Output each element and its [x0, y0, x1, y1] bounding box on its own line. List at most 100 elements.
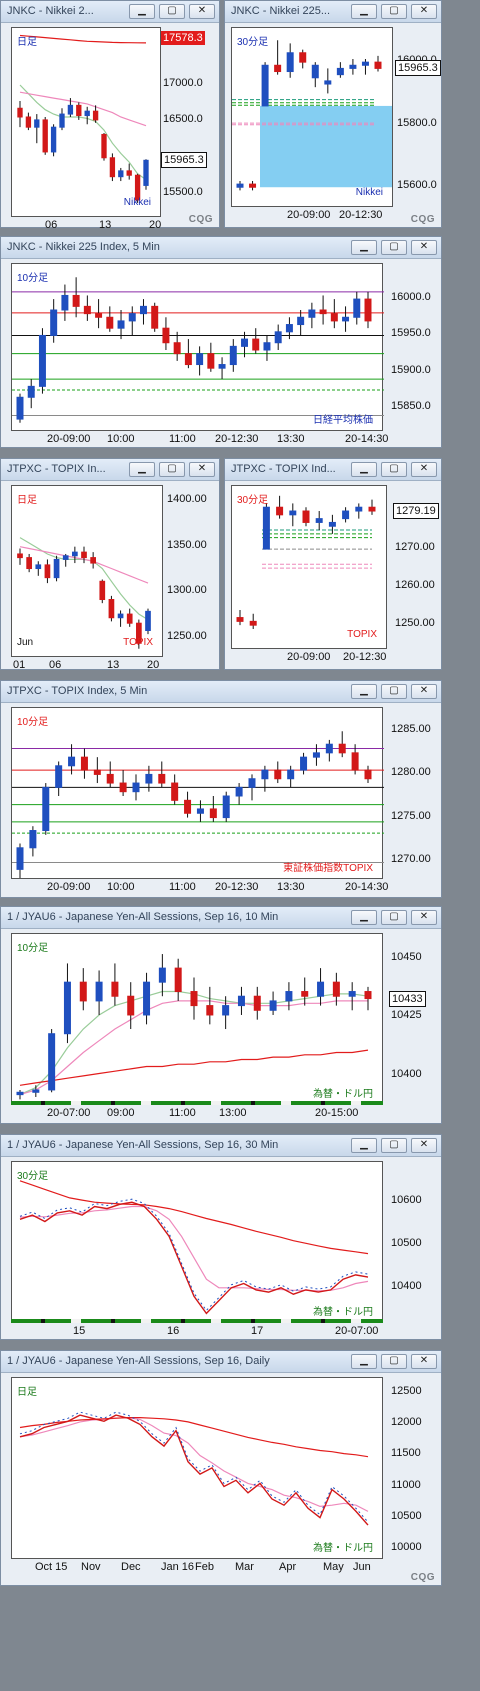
plot-area — [11, 485, 163, 657]
candle-body — [136, 622, 142, 644]
y-tick-label: 10400 — [391, 1279, 422, 1292]
candle-body — [90, 557, 96, 564]
candle-body — [63, 981, 71, 1035]
last-price-label: 15965.3 — [161, 152, 207, 169]
period-label: 30分足 — [237, 495, 269, 506]
candle-body — [35, 564, 42, 570]
plot-area — [11, 707, 384, 879]
candle-body — [302, 510, 310, 523]
close-button[interactable]: ✕ — [411, 240, 437, 255]
range-box — [260, 105, 392, 188]
ma-green-line — [19, 84, 147, 181]
chart-svg — [232, 40, 392, 191]
x-tick-label: Feb — [195, 1561, 214, 1573]
y-tick-label: 1300.00 — [167, 584, 207, 597]
x-tick-label: Oct 15 — [35, 1561, 68, 1573]
y-tick-label: 1250.00 — [167, 629, 207, 642]
period-label: 10分足 — [17, 943, 49, 954]
close-button[interactable]: ✕ — [411, 4, 437, 19]
minimize-button[interactable]: ▁ — [351, 462, 377, 477]
window-title: 1 / JYAU6 - Japanese Yen-All Sessions, S… — [7, 1139, 279, 1151]
restore-button[interactable]: ▢ — [381, 1138, 407, 1153]
close-button[interactable]: ✕ — [411, 462, 437, 477]
y-tick-label: 1250.00 — [395, 617, 435, 630]
candle-body — [361, 61, 369, 66]
candle-body — [364, 991, 372, 1000]
candle-body — [158, 773, 166, 784]
restore-button[interactable]: ▢ — [381, 4, 407, 19]
candle-body — [237, 995, 245, 1007]
candle-body — [106, 773, 114, 784]
session-bar — [11, 1101, 383, 1105]
x-tick-label: 17 — [251, 1325, 264, 1337]
minimize-button[interactable]: ▁ — [351, 1138, 377, 1153]
minimize-button[interactable]: ▁ — [351, 910, 377, 925]
close-button[interactable]: ✕ — [411, 1138, 437, 1153]
candle-body — [117, 613, 124, 619]
chart-svg — [12, 277, 384, 423]
close-button[interactable]: ✕ — [189, 4, 215, 19]
chart-window-jpy-30m: 1 / JYAU6 - Japanese Yen-All Sessions, S… — [0, 1134, 442, 1340]
candle-body — [312, 752, 320, 758]
candle-body — [145, 610, 151, 631]
y-tick-label: 1270.00 — [395, 541, 435, 554]
instrument-name: TOPIX — [123, 637, 153, 648]
candle-body — [79, 981, 87, 1002]
candle-body — [108, 599, 115, 619]
ma-value-label: 17578.3 — [161, 31, 205, 45]
chart-window-jpy-daily: 1 / JYAU6 - Japanese Yen-All Sessions, S… — [0, 1350, 442, 1586]
minimize-button[interactable]: ▁ — [351, 4, 377, 19]
restore-button[interactable]: ▢ — [381, 240, 407, 255]
plot-area — [11, 27, 161, 217]
candle-body — [249, 620, 257, 626]
candle-body — [84, 110, 90, 117]
close-button[interactable]: ✕ — [411, 684, 437, 699]
x-tick-label: 13:00 — [219, 1107, 247, 1119]
candle-body — [38, 334, 46, 387]
candle-body — [17, 107, 23, 118]
candle-body — [262, 506, 270, 550]
chart-svg — [17, 34, 149, 203]
restore-button[interactable]: ▢ — [159, 4, 185, 19]
y-tick-label: 16500.0 — [163, 113, 203, 126]
candle-body — [342, 510, 350, 520]
y-tick-label: 15500.0 — [163, 186, 203, 199]
close-button[interactable]: ✕ — [411, 1354, 437, 1369]
minimize-button[interactable]: ▁ — [351, 684, 377, 699]
instrument-name: 日経平均株価 — [313, 415, 373, 426]
x-tick-label: 20-09:00 — [287, 209, 331, 221]
close-button[interactable]: ✕ — [411, 910, 437, 925]
candle-body — [374, 61, 382, 69]
x-tick-label: Mar — [235, 1561, 254, 1573]
x-tick-label: 01 — [13, 659, 26, 671]
minimize-button[interactable]: ▁ — [129, 4, 155, 19]
candle-body — [61, 294, 69, 311]
period-label: 日足 — [17, 1387, 37, 1398]
restore-button[interactable]: ▢ — [381, 910, 407, 925]
candle-body — [299, 52, 307, 63]
candle-body — [274, 331, 282, 344]
candle-body — [119, 782, 127, 793]
restore-button[interactable]: ▢ — [159, 462, 185, 477]
x-tick-label: 20-09:00 — [47, 433, 91, 445]
ma-red-line — [19, 1180, 369, 1255]
window-titlebar: 1 / JYAU6 - Japanese Yen-All Sessions, S… — [1, 1135, 441, 1157]
restore-button[interactable]: ▢ — [381, 1354, 407, 1369]
x-tick-label: Jan 16 — [161, 1561, 195, 1573]
candle-body — [16, 1091, 24, 1096]
restore-button[interactable]: ▢ — [381, 684, 407, 699]
candle-body — [353, 298, 361, 318]
x-tick-label: 06 — [49, 659, 62, 671]
minimize-button[interactable]: ▁ — [129, 462, 155, 477]
restore-button[interactable]: ▢ — [381, 462, 407, 477]
candle-body — [32, 1089, 40, 1093]
minimize-button[interactable]: ▁ — [351, 1354, 377, 1369]
instrument-name: 為替・ドル円 — [313, 1543, 373, 1554]
minimize-button[interactable]: ▁ — [351, 240, 377, 255]
close-button[interactable]: ✕ — [189, 462, 215, 477]
candle-body — [300, 756, 308, 771]
x-tick-label: 13:30 — [277, 433, 305, 445]
chart-window-topix-daily: JTPXC - TOPIX In... ▁ ▢ ✕ 日足 TOPIX Jun 1400.00 1… — [0, 458, 220, 671]
plot-area — [11, 933, 383, 1105]
price-line-bull — [19, 1198, 369, 1312]
